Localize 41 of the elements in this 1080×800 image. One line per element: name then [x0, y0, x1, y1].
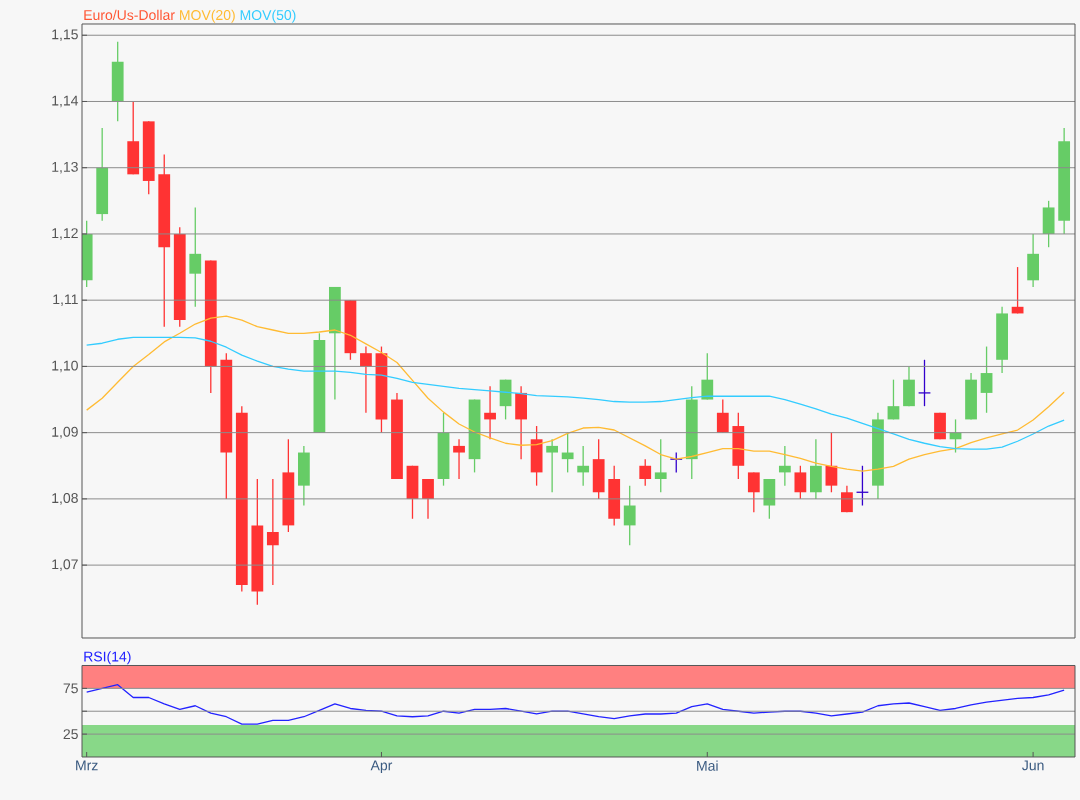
candlestick: [917, 359, 932, 407]
candlestick: [778, 445, 791, 487]
x-tick-label: Apr: [370, 760, 393, 774]
y-tick-label: 1,15: [52, 29, 78, 41]
y-tick-label: 25: [63, 729, 78, 740]
candlestick: [561, 432, 574, 474]
candlestick: [360, 345, 372, 414]
x-tick-label: Jun: [1022, 760, 1044, 771]
candlestick: [453, 438, 465, 480]
candlestick: [980, 345, 993, 414]
text: Euro/Us-Dollar: [84, 9, 175, 21]
candlestick: [794, 465, 807, 500]
candlestick: [266, 478, 279, 586]
candlestick: [747, 471, 760, 513]
candlestick: [639, 458, 652, 487]
candlestick: [841, 485, 853, 513]
candlestick: [716, 398, 729, 434]
text: MOV(20): [180, 9, 235, 23]
candlestick: [577, 445, 590, 487]
text: MOV(50): [240, 9, 296, 23]
candlestick: [701, 352, 714, 401]
x-tick-label: Mai: [697, 760, 718, 771]
y-tick-label: 1,07: [52, 559, 78, 571]
y-tick-label: 1,11: [53, 294, 78, 306]
candlestick: [623, 485, 636, 546]
candlestick: [825, 432, 838, 493]
candlestick: [654, 438, 667, 493]
y-tick-label: 75: [63, 683, 78, 694]
y-tick-label: 1,08: [52, 493, 78, 505]
y-tick-label: 1,13: [52, 161, 78, 174]
chart-title: RSI(14): [84, 651, 131, 665]
candlestick: [422, 478, 434, 520]
x-tick-label: Mrz: [76, 760, 98, 771]
y-tick-label: 1,14: [52, 95, 79, 108]
y-tick-label: 1,09: [52, 426, 78, 439]
y-tick-label: 1,10: [52, 360, 78, 373]
y-tick-label: 1,12: [52, 228, 78, 240]
candlestick: [484, 385, 496, 440]
candlestick: [189, 206, 202, 308]
candlestick: [546, 438, 559, 493]
candlestick: [887, 379, 900, 421]
